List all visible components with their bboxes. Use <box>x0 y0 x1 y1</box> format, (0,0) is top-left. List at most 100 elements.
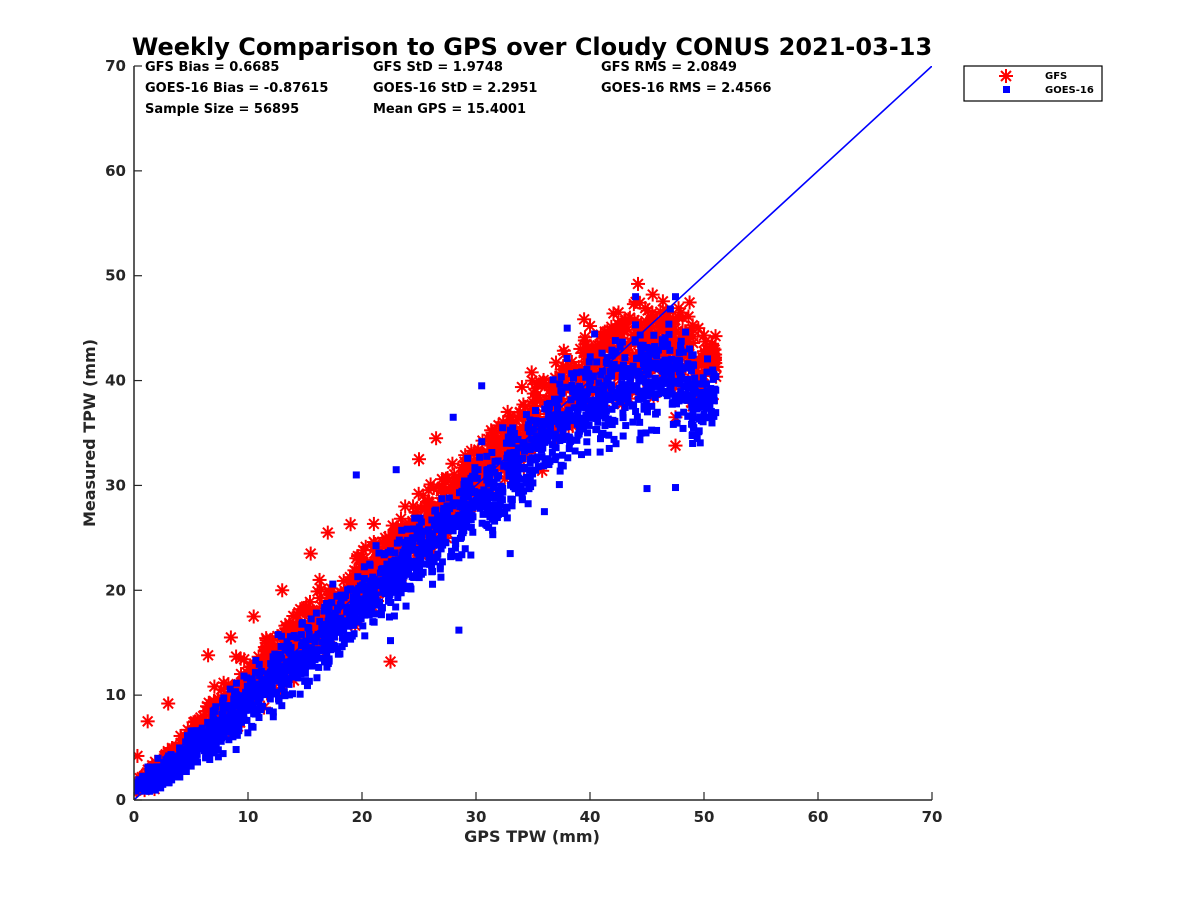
data-point-goes16 <box>220 694 228 702</box>
data-point-goes16 <box>508 502 516 510</box>
data-point-goes16 <box>674 395 682 403</box>
data-point-goes16 <box>437 545 445 553</box>
data-point-goes16 <box>257 667 265 675</box>
data-point-gfs <box>286 608 301 623</box>
data-point-goes16 <box>200 738 208 746</box>
data-point-goes16 <box>506 550 514 558</box>
data-point-goes16 <box>268 683 276 691</box>
data-point-goes16 <box>619 432 627 440</box>
data-point-goes16 <box>649 390 657 398</box>
data-point-goes16 <box>558 389 566 397</box>
data-point-goes16 <box>332 625 340 633</box>
data-point-goes16 <box>289 672 297 680</box>
data-point-goes16 <box>406 583 414 591</box>
data-point-goes16 <box>634 395 642 403</box>
data-point-goes16 <box>559 462 567 470</box>
data-point-goes16 <box>459 529 467 537</box>
data-point-goes16 <box>369 588 377 596</box>
data-point-gfs <box>223 630 238 645</box>
data-point-goes16 <box>315 663 323 671</box>
x-tick-label: 20 <box>352 808 373 826</box>
data-point-goes16 <box>679 424 687 432</box>
data-point-goes16 <box>563 324 571 332</box>
stat-gfs-std: GFS StD = 1.9748 <box>373 60 503 75</box>
data-point-goes16 <box>667 363 675 371</box>
data-point-goes16 <box>689 351 697 359</box>
data-point-goes16 <box>665 320 673 328</box>
data-point-goes16 <box>632 293 640 301</box>
data-point-goes16 <box>449 413 457 421</box>
data-point-goes16 <box>469 513 477 521</box>
data-point-goes16 <box>429 580 437 588</box>
data-point-goes16 <box>461 512 469 520</box>
data-point-goes16 <box>214 746 222 754</box>
data-point-goes16 <box>708 419 716 427</box>
data-point-goes16 <box>491 506 499 514</box>
x-tick-label: 60 <box>808 808 829 826</box>
data-point-goes16 <box>426 560 434 568</box>
data-point-goes16 <box>467 474 475 482</box>
data-point-goes16 <box>215 734 223 742</box>
data-point-goes16 <box>505 468 513 476</box>
data-point-goes16 <box>243 674 251 682</box>
data-point-gfs <box>645 287 660 302</box>
data-point-goes16 <box>578 451 586 459</box>
data-point-gfs <box>484 423 499 438</box>
data-point-goes16 <box>269 708 277 716</box>
data-point-goes16 <box>700 391 708 399</box>
data-point-goes16 <box>290 664 298 672</box>
data-point-goes16 <box>217 726 225 734</box>
data-point-goes16 <box>255 660 263 668</box>
data-point-goes16 <box>534 453 542 461</box>
data-point-goes16 <box>469 498 477 506</box>
data-point-goes16 <box>298 620 306 628</box>
data-point-goes16 <box>407 563 415 571</box>
data-point-goes16 <box>570 374 578 382</box>
data-point-goes16 <box>644 354 652 362</box>
data-point-goes16 <box>152 768 160 776</box>
data-point-goes16 <box>385 613 393 621</box>
y-tick-label: 20 <box>105 581 126 599</box>
y-tick-label: 0 <box>116 791 126 809</box>
stat-sample-size: Sample Size = 56895 <box>145 102 299 117</box>
x-tick-label: 10 <box>238 808 259 826</box>
one-to-one-line <box>134 66 932 800</box>
data-point-goes16 <box>618 338 626 346</box>
chart-title: Weekly Comparison to GPS over Cloudy CON… <box>132 33 932 61</box>
data-point-goes16 <box>384 590 392 598</box>
data-point-goes16 <box>629 382 637 390</box>
data-point-goes16 <box>621 354 629 362</box>
data-point-gfs <box>246 609 261 624</box>
data-point-gfs <box>514 380 529 395</box>
data-point-goes16 <box>498 496 506 504</box>
data-point-goes16 <box>369 618 377 626</box>
data-point-goes16 <box>402 602 410 610</box>
data-point-goes16 <box>677 388 685 396</box>
data-point-goes16 <box>574 405 582 413</box>
data-point-goes16 <box>555 420 563 428</box>
data-point-goes16 <box>285 641 293 649</box>
data-point-goes16 <box>361 632 369 640</box>
data-point-goes16 <box>392 466 400 474</box>
data-point-goes16 <box>557 373 565 381</box>
data-point-goes16 <box>556 414 564 422</box>
data-point-goes16 <box>522 411 530 419</box>
data-point-goes16 <box>372 610 380 618</box>
data-point-gfs <box>140 714 155 729</box>
data-point-goes16 <box>586 353 594 361</box>
data-point-goes16 <box>508 495 516 503</box>
data-point-goes16 <box>622 422 630 430</box>
data-point-goes16 <box>437 573 445 581</box>
data-point-goes16 <box>479 510 487 518</box>
data-point-goes16 <box>194 758 202 766</box>
data-point-goes16 <box>419 549 427 557</box>
data-point-goes16 <box>677 341 685 349</box>
data-point-goes16 <box>575 422 583 430</box>
data-point-goes16 <box>691 374 699 382</box>
x-tick-label: 70 <box>922 808 943 826</box>
data-point-goes16 <box>543 400 551 408</box>
data-point-goes16 <box>648 344 656 352</box>
data-point-goes16 <box>552 396 560 404</box>
data-point-goes16 <box>675 349 683 357</box>
